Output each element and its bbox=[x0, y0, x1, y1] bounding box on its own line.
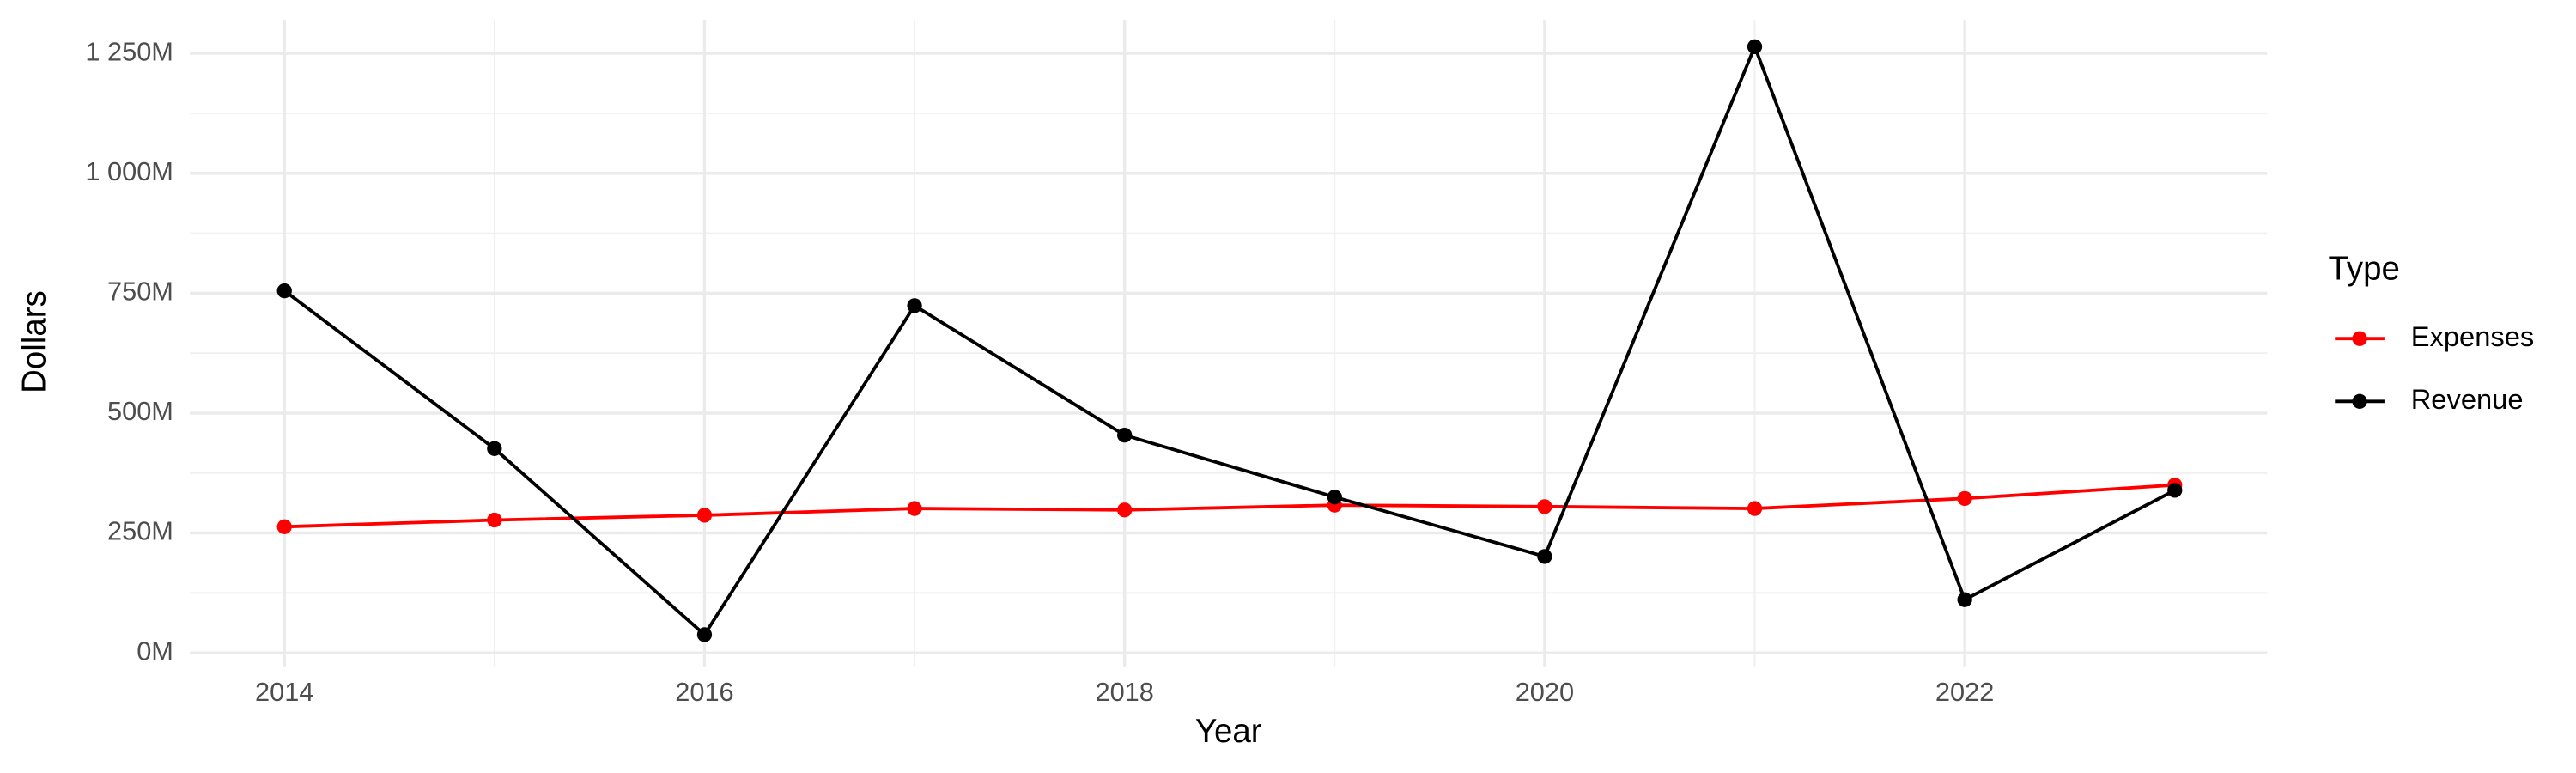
x-axis-title: Year bbox=[1195, 713, 1262, 750]
x-tick-label: 2016 bbox=[675, 677, 733, 707]
data-point bbox=[907, 298, 922, 313]
series-line bbox=[283, 42, 2176, 637]
data-point bbox=[1747, 39, 1763, 55]
y-tick-label: 0M bbox=[137, 636, 173, 666]
data-point bbox=[1747, 501, 1763, 516]
legend-label: Expenses bbox=[2411, 320, 2535, 352]
y-axis-title: Dollars bbox=[15, 290, 52, 393]
data-point bbox=[1327, 490, 1342, 505]
data-point bbox=[1957, 490, 1972, 507]
data-point bbox=[487, 441, 502, 456]
data-point bbox=[276, 519, 292, 534]
series-line bbox=[284, 483, 2175, 529]
data-point bbox=[696, 627, 713, 642]
legend-title: Type bbox=[2329, 251, 2400, 288]
data-point bbox=[1537, 549, 1552, 564]
grid bbox=[190, 20, 2268, 667]
data-point bbox=[907, 501, 922, 516]
x-tick-label: 2020 bbox=[1516, 677, 1574, 707]
x-tick-label: 2018 bbox=[1095, 677, 1153, 707]
legend-label: Revenue bbox=[2411, 383, 2524, 415]
legend-key-point bbox=[2352, 393, 2367, 409]
y-tick-label: 1 000M bbox=[85, 156, 173, 186]
data-point bbox=[2167, 483, 2183, 498]
data-point bbox=[276, 283, 292, 299]
y-tick-label: 500M bbox=[107, 396, 173, 426]
data-point bbox=[1537, 499, 1552, 514]
x-tick-label: 2014 bbox=[255, 677, 313, 707]
data-point bbox=[1117, 502, 1133, 518]
data-point bbox=[487, 512, 502, 528]
y-tick-label: 750M bbox=[107, 276, 173, 306]
x-tick-label: 2022 bbox=[1935, 677, 1994, 707]
y-tick-label: 1 250M bbox=[85, 36, 173, 66]
data-point bbox=[1117, 428, 1133, 443]
data-point bbox=[1957, 592, 1972, 607]
y-tick-label: 250M bbox=[107, 516, 173, 546]
legend-key-point bbox=[2352, 331, 2367, 346]
data-point bbox=[696, 508, 713, 523]
